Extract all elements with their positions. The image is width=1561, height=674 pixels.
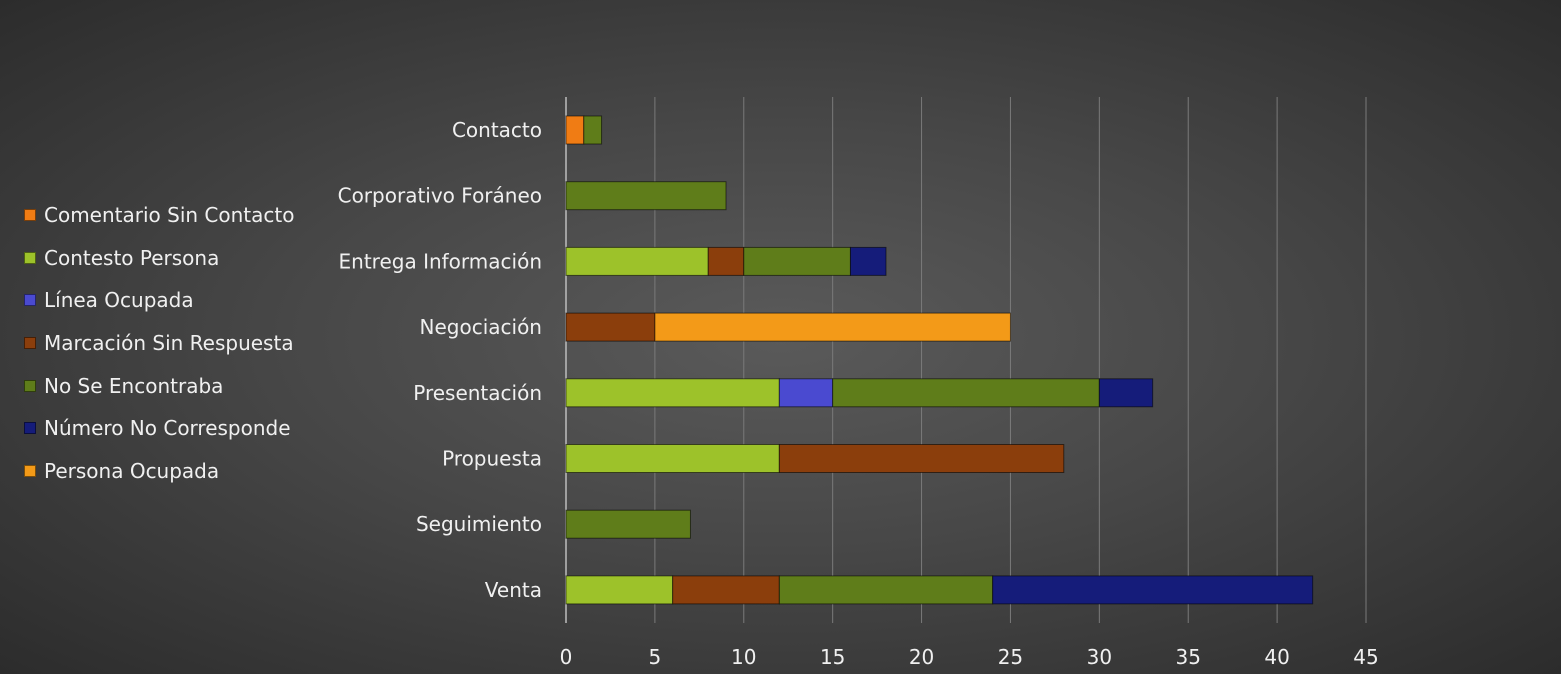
bar-segment: [778, 575, 994, 605]
category-label: Propuesta: [442, 447, 542, 471]
x-tick-label: 15: [820, 645, 845, 669]
category-label: Contacto: [452, 118, 542, 142]
legend-item: Comentario Sin Contacto: [24, 194, 294, 237]
legend-swatch-icon: [24, 464, 36, 477]
legend-label: Comentario Sin Contacto: [44, 203, 295, 228]
legend: Comentario Sin Contacto Contesto Persona…: [24, 194, 294, 492]
category-label: Venta: [485, 578, 542, 602]
x-tick-label: 0: [560, 645, 573, 669]
bar-segment: [672, 575, 780, 605]
x-tick-label: 30: [1087, 645, 1112, 669]
x-tick-label: 35: [1175, 645, 1200, 669]
legend-swatch-icon: [24, 209, 36, 222]
x-tick-label: 20: [909, 645, 934, 669]
legend-label: Persona Ocupada: [44, 458, 220, 483]
bar-segment: [565, 312, 656, 342]
x-tick-label: 5: [649, 645, 662, 669]
bar-segment: [992, 575, 1314, 605]
legend-label: Contesto Persona: [44, 245, 220, 270]
bar-segment: [565, 378, 780, 408]
legend-swatch-icon: [24, 294, 36, 307]
category-label: Negociación: [420, 315, 542, 339]
bar-segment: [1098, 378, 1154, 408]
legend-label: No Se Encontraba: [44, 373, 224, 398]
bar-segment: [832, 378, 1100, 408]
category-label: Entrega Información: [339, 249, 542, 273]
legend-item: Contesto Persona: [24, 237, 294, 280]
x-tick-label: 40: [1264, 645, 1289, 669]
legend-label: Línea Ocupada: [44, 288, 194, 313]
legend-swatch-icon: [24, 251, 36, 264]
bar-segment: [707, 246, 745, 276]
category-label: Presentación: [413, 381, 542, 405]
category-label: Corporativo Foráneo: [338, 184, 542, 208]
category-label: Seguimiento: [416, 512, 542, 536]
legend-item: Marcación Sin Respuesta: [24, 322, 294, 365]
bar-segment: [565, 509, 691, 539]
bar-segment: [565, 444, 780, 473]
x-tick-label: 45: [1353, 645, 1378, 669]
legend-item: No Se Encontraba: [24, 364, 294, 407]
bar-segment: [778, 444, 1065, 473]
bar-segment: [565, 246, 709, 276]
legend-item: Línea Ocupada: [24, 279, 294, 322]
bar-segment: [565, 575, 674, 605]
legend-label: Número No Corresponde: [44, 416, 291, 441]
x-tick-label: 25: [998, 645, 1023, 669]
x-tick-label: 10: [731, 645, 756, 669]
legend-item: Número No Corresponde: [24, 407, 294, 450]
bar-segment: [654, 312, 1011, 342]
bar-segment: [849, 246, 887, 276]
legend-swatch-icon: [24, 422, 36, 435]
legend-item: Persona Ocupada: [24, 450, 294, 493]
bar-segment: [565, 181, 727, 211]
bar-segment: [743, 246, 851, 276]
bar-segment: [778, 378, 834, 408]
legend-label: Marcación Sin Respuesta: [44, 331, 294, 356]
legend-swatch-icon: [24, 337, 36, 350]
bar-segment: [565, 115, 585, 145]
bar-segment: [583, 115, 603, 145]
legend-swatch-icon: [24, 379, 36, 392]
